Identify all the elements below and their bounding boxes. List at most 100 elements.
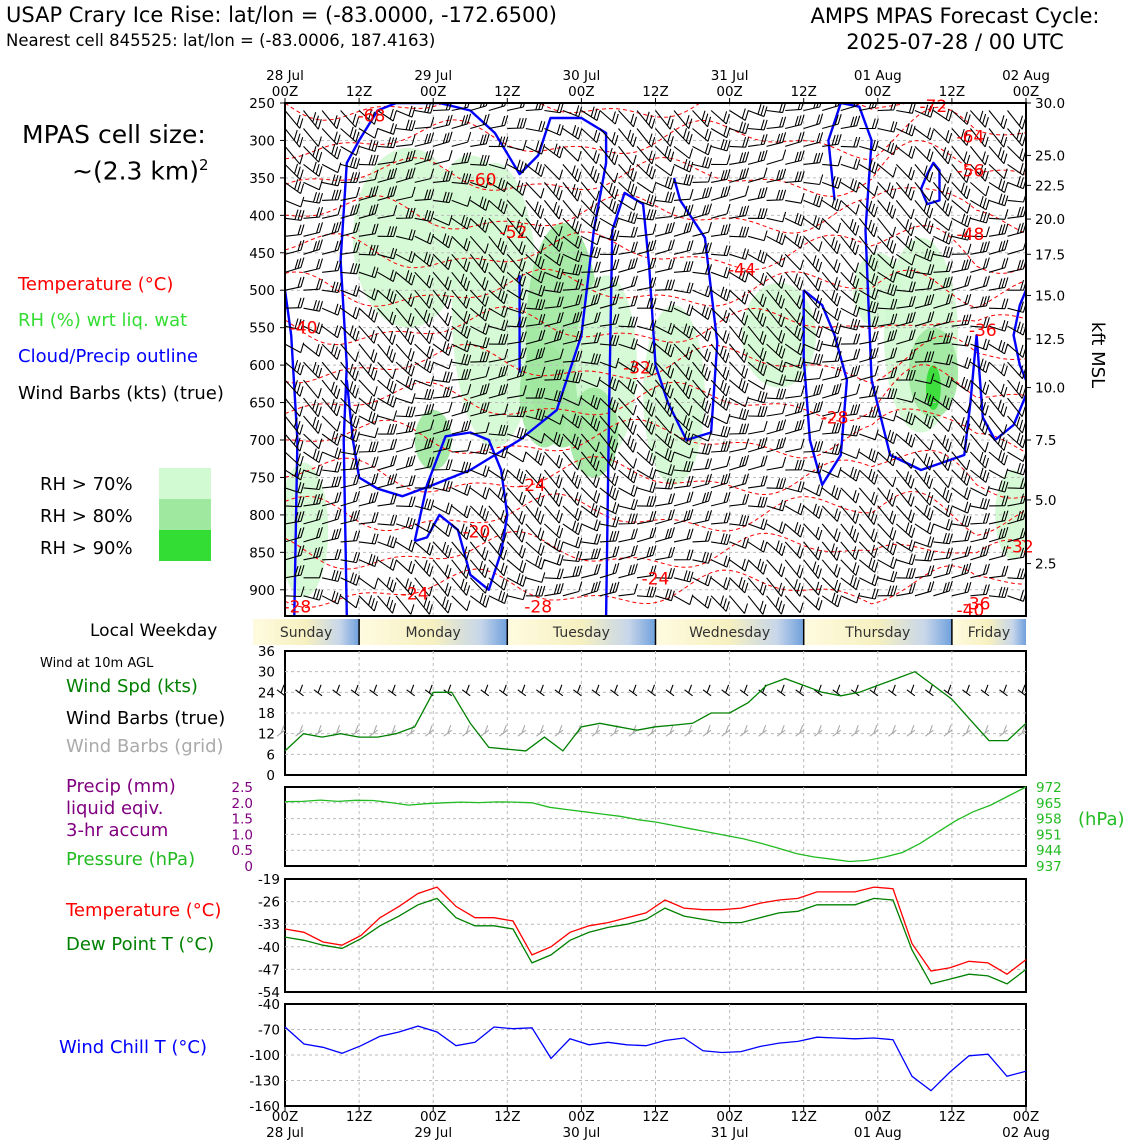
temp-label-4: -48 [957,225,985,245]
pressure-tick-label: 350 [249,171,275,187]
pressure-tick-label: 800 [249,508,275,524]
rh-legend-70: RH > 70% [40,474,133,495]
wind-barbs-upper [285,103,1026,615]
cell-size-value: ~(2.3 km)2 [72,156,209,185]
wind-barb-row [285,275,1026,310]
temp-label-12: -24 [642,570,670,590]
wind-barb-row [285,113,1026,148]
wind-barb-row [285,455,1026,489]
rh-legend-90: RH > 90% [40,538,133,559]
temp-label-14: -20 [463,522,491,542]
cell-size-label: MPAS cell size: [22,120,206,149]
legend-cloud: Cloud/Precip outline [18,346,199,367]
wind-tick-label: 18 [258,706,275,722]
wind-barbs-grid-label: Wind Barbs (grid) [66,736,224,757]
wind-barb-row [285,167,1026,202]
pressure-tick-label: 550 [249,321,275,337]
top-time-date: 30 Jul [563,68,601,84]
top-time-date: 01 Aug [854,68,902,84]
legend-rh: RH (%) wrt liq. wat [18,310,188,331]
weekday-cell [951,619,1026,645]
wind-barbs-grid [276,725,1027,737]
cell-size-exponent: 2 [199,156,209,174]
weekday-cell [803,619,952,645]
temp-label-5: -60 [469,170,497,190]
kft-tick-label: 20.0 [1035,212,1065,228]
temp-contour [285,490,1026,536]
weekday-cell [253,619,360,645]
temp-label-8: -36 [969,321,997,341]
pressure-label: Pressure (hPa) [66,849,196,870]
wind-barb-row [285,419,1026,454]
wind-barb-row [285,131,1026,166]
wind-barb-row [285,472,1026,507]
weekday-label: Local Weekday [90,621,218,641]
bottom-time-date: 29 Jul [414,1125,452,1140]
cloud-outline-1 [339,103,608,616]
wind-barb-row [285,580,1026,615]
wind-speed-line [284,670,1027,752]
top-time-hour: 12Z [494,84,520,100]
rh-blob-14 [439,155,502,246]
wind-barb-row [285,149,1026,184]
temperature-line [284,886,1027,975]
forecast-cycle-line1: AMPS MPAS Forecast Cycle: [810,4,1100,28]
top-time-date: 29 Jul [414,68,452,84]
legend-wind: Wind Barbs (kts) (true) [18,383,224,404]
top-time-hour: 00Z [568,84,594,100]
temp-label-16: -28 [283,597,311,617]
precip-tick-label: 2.5 [232,780,253,796]
bottom-time-hour: 12Z [346,1109,372,1125]
temp-label-13: -24 [401,585,429,605]
bottom-time-hour: 00Z [865,1109,891,1125]
cloud-outline-6 [919,161,941,206]
precip-tick-label: 2.0 [232,796,253,812]
temp-label-1: -72 [919,97,947,117]
temp-label-10: -28 [821,409,849,429]
windchill-tick-label: -160 [249,1099,280,1115]
page-title: USAP Crary Ice Rise: lat/lon = (-83.0000… [6,3,557,27]
wind-barb-row [285,293,1026,328]
top-time-hour: 12Z [346,84,372,100]
wind-barb-row [285,257,1026,292]
dewpoint-line [284,897,1027,985]
kft-tick-label: 30.0 [1035,96,1065,112]
kft-tick-label: 25.0 [1035,148,1065,164]
wind-tick-label: 30 [258,665,275,681]
temp-contour [285,106,1026,161]
pressure-tick-label: 300 [249,133,275,149]
temp-contour [285,187,1026,234]
top-time-hour: 00Z [1013,84,1039,100]
temp-label-17: -28 [524,597,552,617]
bottom-time-hour: 00Z [420,1109,446,1125]
temp-contour [285,140,1026,197]
forecast-cycle-line2: 2025-07-28 / 00 UTC [846,30,1064,54]
wind-barb-row [285,311,1026,346]
temp-label-0: -68 [358,107,386,127]
rh-blob-0 [352,147,465,328]
wind-barb-row [285,383,1026,418]
wind-barb-row [285,365,1026,400]
top-time-date: 02 Aug [1002,68,1050,84]
pressure-tick-label: 958 [1036,812,1062,828]
temp-contour [285,268,1026,309]
windchill-tick-label: -40 [258,997,280,1013]
windchill-tick-label: -70 [258,1023,280,1039]
bottom-time-date: 02 Aug [1002,1125,1050,1140]
bottom-time-hour: 12Z [939,1109,965,1125]
temp-contour [285,530,1026,570]
weekday-name: Monday [406,625,461,641]
temp-contour [285,565,1026,608]
pressure-tick-label: 900 [249,583,275,599]
top-time-hour: 12Z [790,84,816,100]
temp-label-9: -32 [623,358,651,378]
pressure-tick-label: 965 [1036,796,1062,812]
temp-label-6: -52 [500,223,528,243]
cloud-outline-3 [604,177,719,616]
wind-speed-label: Wind Spd (kts) [66,676,198,697]
wind-barb-row [285,221,1026,256]
pressure-tick-label: 750 [249,470,275,486]
precip-tick-label: 1.0 [232,827,253,843]
temp-label-2: -64 [957,128,985,148]
pressure-tick-label: 937 [1036,859,1062,875]
